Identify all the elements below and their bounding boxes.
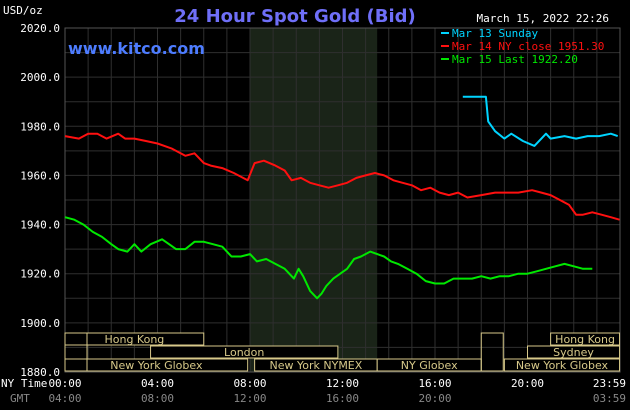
x-axis-label-top: NY Time — [1, 377, 47, 390]
market-session-label: New York Globex — [516, 359, 609, 372]
y-tick-label: 2020.0 — [20, 22, 60, 35]
market-session-label: Hong Kong — [555, 333, 615, 346]
market-session-bar — [150, 345, 339, 359]
legend-entry: Mar 13 Sunday — [452, 27, 538, 40]
x-tick-label-top: 00:00 — [48, 377, 81, 390]
source-watermark: www.kitco.com — [68, 39, 205, 58]
x-tick-label-top: 04:00 — [141, 377, 174, 390]
x-axis-label-bottom: GMT — [10, 392, 30, 405]
x-tick-label-top: 12:00 — [326, 377, 359, 390]
legend-entry: Mar 14 NY close 1951.30 — [452, 40, 604, 53]
x-tick-label-top: 16:00 — [418, 377, 451, 390]
price-series-line — [462, 95, 619, 147]
y-tick-label: 1900.0 — [20, 317, 60, 330]
session-marker — [480, 332, 504, 372]
market-session-label: London — [224, 346, 264, 359]
timestamp: March 15, 2022 22:26 — [477, 12, 609, 25]
y-tick-label: 2000.0 — [20, 71, 60, 84]
y-axis-ticks: 2020.0 2000.0 1980.0 1960.0 1940.0 1920.0 1900… — [20, 22, 60, 379]
y-tick-label: 1940.0 — [20, 219, 60, 232]
x-tick-label-bottom: 08:00 — [141, 392, 174, 405]
x-tick-label-top: 20:00 — [511, 377, 544, 390]
plot-border — [64, 27, 621, 373]
market-session-label: New York NYMEX — [270, 359, 363, 372]
session-marker — [64, 332, 88, 372]
price-series-line — [64, 132, 620, 221]
price-series — [64, 95, 620, 300]
y-tick-label: 1960.0 — [20, 169, 60, 182]
y-tick-label: 1880.0 — [20, 366, 60, 379]
legend-entry: Mar 15 Last 1922.20 — [452, 53, 578, 66]
market-session-label: NY Globex — [401, 359, 458, 372]
x-tick-label-bottom: 03:59 — [593, 392, 626, 405]
x-tick-label-bottom: 20:00 — [418, 392, 451, 405]
y-tick-label: 1980.0 — [20, 120, 60, 133]
market-session-label: Sydney — [553, 346, 594, 359]
chart-title: 24 Hour Spot Gold (Bid) — [174, 6, 415, 27]
x-tick-label-bottom: 16:00 — [326, 392, 359, 405]
unit-label: USD/oz — [3, 4, 43, 17]
market-session-label: Hong Kong — [104, 333, 164, 346]
market-session-bar — [503, 358, 621, 372]
market-session-label: New York Globex — [110, 359, 203, 372]
market-session-bar — [527, 345, 621, 359]
x-tick-label-top: 08:00 — [233, 377, 266, 390]
y-tick-label: 1920.0 — [20, 268, 60, 281]
x-tick-label-bottom: 04:00 — [48, 392, 81, 405]
price-series-line — [64, 216, 593, 300]
market-session-bar — [550, 332, 621, 346]
x-axis-ticks: 00:00 04:00 08:00 12:00 16:00 20:00 23:59 04:00… — [48, 377, 626, 405]
x-tick-label-bottom: 12:00 — [233, 392, 266, 405]
x-tick-label-top: 23:59 — [593, 377, 626, 390]
